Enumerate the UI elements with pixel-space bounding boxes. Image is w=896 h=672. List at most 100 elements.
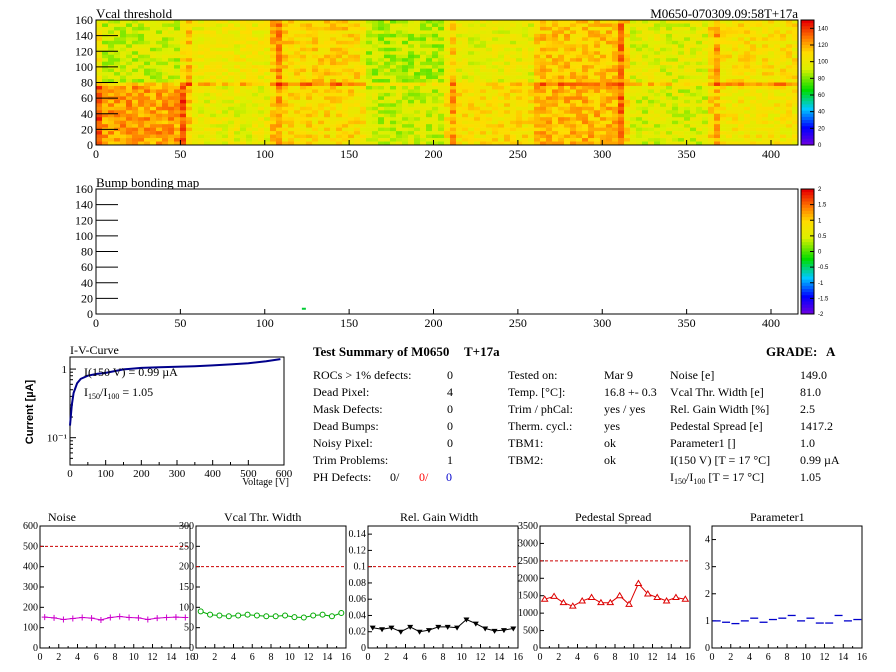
heatmap-cell <box>780 141 787 146</box>
heatmap-cell <box>744 92 751 97</box>
heatmap-cell <box>132 65 139 69</box>
heatmap-cell <box>630 131 637 135</box>
heatmap-cell <box>282 96 289 101</box>
heatmap-cell <box>570 61 577 66</box>
heatmap-cell <box>432 141 439 146</box>
heatmap-cell <box>528 141 535 146</box>
heatmap-cell <box>324 68 331 73</box>
heatmap-cell <box>126 79 133 83</box>
data-point <box>253 612 260 619</box>
heatmap-cell <box>708 37 715 42</box>
heatmap-cell <box>540 72 547 76</box>
heatmap-cell <box>288 75 295 80</box>
heatmap-cell <box>516 23 523 28</box>
heatmap-cell <box>516 131 523 135</box>
heatmap-cell <box>306 89 313 94</box>
heatmap-cell <box>402 89 409 94</box>
heatmap-cell <box>564 65 571 69</box>
heatmap-cell <box>786 82 793 87</box>
heatmap-cell <box>372 113 379 118</box>
heatmap-cell <box>402 96 409 101</box>
heatmap-cell <box>426 20 433 24</box>
heatmap-cell <box>204 47 211 52</box>
y-tick-label: 140 <box>75 29 93 43</box>
heatmap-cell <box>378 120 385 125</box>
heatmap-cell <box>666 117 673 121</box>
heatmap-cell <box>234 58 241 62</box>
heatmap-cell <box>492 127 499 132</box>
heatmap-cell <box>186 110 193 115</box>
data-point <box>79 614 86 621</box>
heatmap-cell <box>552 96 559 101</box>
heatmap-cell <box>666 40 673 45</box>
heatmap-cell <box>132 33 139 38</box>
heatmap-cell <box>666 26 673 31</box>
summary-condition-label: Temp. [°C]: <box>508 385 565 399</box>
heatmap-cell <box>474 85 481 90</box>
heatmap-cell <box>444 33 451 38</box>
heatmap-cell <box>408 127 415 132</box>
heatmap-cell <box>402 65 409 69</box>
heatmap-cell <box>606 141 613 146</box>
heatmap-cell <box>174 99 181 104</box>
heatmap-cell <box>144 47 151 52</box>
heatmap-cell <box>192 138 199 142</box>
heatmap-cell <box>240 113 247 118</box>
heatmap-cell <box>378 72 385 76</box>
heatmap-cell <box>594 92 601 97</box>
heatmap-cell <box>786 134 793 139</box>
heatmap-cell <box>444 65 451 69</box>
heatmap-cell <box>642 20 649 24</box>
heatmap-cell <box>678 117 685 121</box>
heatmap-cell <box>594 141 601 146</box>
heatmap-cell <box>678 103 685 108</box>
ph-defects-value-2: 0/ <box>419 470 429 484</box>
heatmap-cell <box>678 44 685 49</box>
heatmap-cell <box>774 92 781 97</box>
heatmap-cell <box>690 89 697 94</box>
heatmap-cell <box>726 103 733 108</box>
data-point <box>407 624 414 630</box>
heatmap-cell <box>732 134 739 139</box>
heatmap-cell <box>318 58 325 62</box>
heatmap-cell <box>216 23 223 28</box>
heatmap-cell <box>114 134 121 139</box>
heatmap-cell <box>390 124 397 128</box>
heatmap-cell <box>258 58 265 62</box>
heatmap-cell <box>342 72 349 76</box>
heatmap-cell <box>456 33 463 38</box>
heatmap-cell <box>756 40 763 45</box>
heatmap-cell <box>690 75 697 80</box>
heatmap-cell <box>414 65 421 69</box>
colorbar-band <box>801 282 814 287</box>
heatmap-cell <box>306 124 313 128</box>
heatmap-cell <box>234 141 241 146</box>
heatmap-cell <box>702 106 709 111</box>
heatmap-cell <box>354 47 361 52</box>
heatmap-cell <box>408 47 415 52</box>
heatmap-cell <box>192 89 199 94</box>
heatmap-cell <box>168 96 175 101</box>
heatmap-cell <box>522 79 529 83</box>
heatmap-cell <box>654 58 661 62</box>
heatmap-cell <box>636 79 643 83</box>
heatmap-cell <box>786 110 793 115</box>
heatmap-cell <box>348 138 355 142</box>
heatmap-cell <box>438 68 445 73</box>
heatmap-cell <box>588 58 595 62</box>
heatmap-cell <box>366 131 373 135</box>
heatmap-cell <box>432 99 439 104</box>
heatmap-cell <box>714 120 721 125</box>
heatmap-cell <box>648 26 655 31</box>
heatmap-cell <box>756 92 763 97</box>
heatmap-cell <box>120 138 127 142</box>
heatmap-cell <box>696 141 703 146</box>
heatmap-cell <box>726 138 733 142</box>
heatmap-cell <box>504 103 511 108</box>
heatmap-cell <box>606 110 613 115</box>
iv-annotation-ratio: I150/I100 = 1.05 <box>84 385 153 401</box>
heatmap-cell <box>456 96 463 101</box>
heatmap-cell <box>168 110 175 115</box>
heatmap-cell <box>510 120 517 125</box>
heatmap-cell <box>330 20 337 24</box>
